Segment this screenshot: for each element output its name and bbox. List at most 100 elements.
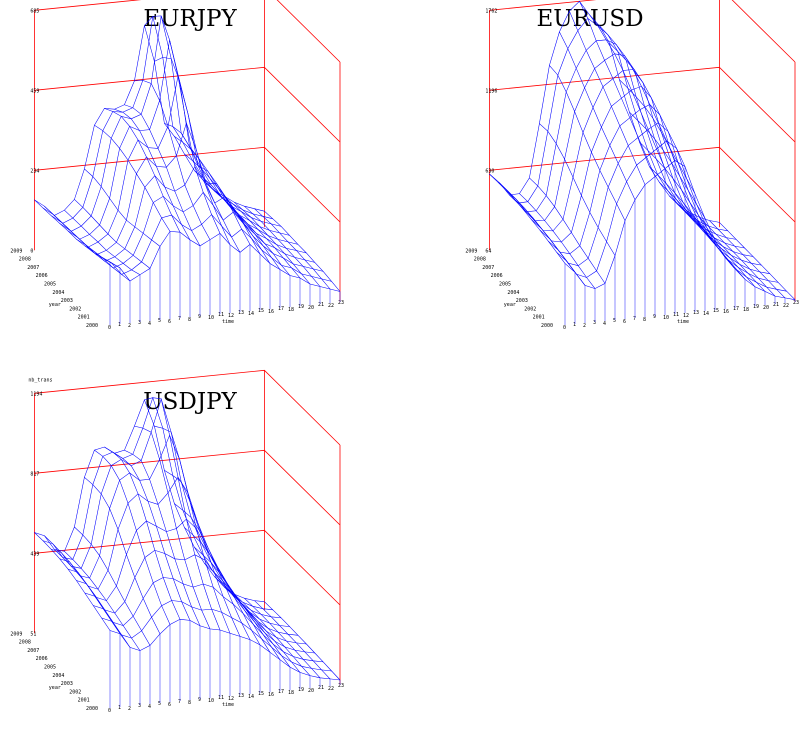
y-tick-label: 2006 xyxy=(36,656,48,662)
x-tick-label: 15 xyxy=(258,691,264,697)
surface-plot: 514398171194nb_trans20002001200220032004… xyxy=(0,383,380,733)
x-tick-label: 14 xyxy=(248,694,254,700)
surface-column xyxy=(669,196,745,279)
z-tick-label: 685 xyxy=(30,8,39,14)
y-tick-label: 2002 xyxy=(69,689,81,695)
x-tick-label: 21 xyxy=(773,302,779,308)
surface-column xyxy=(264,602,340,680)
x-tick-label: 10 xyxy=(208,315,214,321)
y-tick-label: 2002 xyxy=(524,306,536,312)
x-tick-label: 2 xyxy=(128,706,131,712)
x-tick-label: 11 xyxy=(673,312,679,318)
x-tick-label: 10 xyxy=(663,315,669,321)
grid-line xyxy=(34,370,340,445)
surface-column xyxy=(44,206,120,268)
x-tick-label: 13 xyxy=(693,310,699,316)
surface-column xyxy=(94,450,170,624)
x-tick-label: 23 xyxy=(338,300,344,306)
y-tick-label: 2007 xyxy=(27,265,39,271)
y-tick-label: 2001 xyxy=(78,698,90,704)
y-tick-label: 2006 xyxy=(491,273,503,279)
x-tick-label: 15 xyxy=(713,308,719,314)
y-tick-label: 2001 xyxy=(533,315,545,321)
surface-column xyxy=(84,477,160,634)
surface-column xyxy=(174,504,250,640)
x-tick-label: 21 xyxy=(318,685,324,691)
y-tick-label: 2004 xyxy=(52,290,64,296)
z-tick-label: 0 xyxy=(30,248,33,254)
surface-column xyxy=(639,142,715,240)
y-tick-label: 2007 xyxy=(27,648,39,654)
surface-column xyxy=(64,551,140,650)
x-tick-label: 2 xyxy=(583,323,586,329)
z-tick-label: 817 xyxy=(30,471,39,477)
surface-plot: 6463011961762nb_trans2000200120022003200… xyxy=(455,0,808,350)
x-tick-label: 5 xyxy=(158,701,161,707)
x-axis-label: time xyxy=(222,702,234,708)
y-tick-label: 2005 xyxy=(44,282,56,288)
x-tick-label: 7 xyxy=(178,699,181,705)
x-tick-label: 7 xyxy=(633,316,636,322)
grid-line xyxy=(489,67,795,142)
y-tick-label: 2000 xyxy=(86,706,98,712)
z-tick-label: 234 xyxy=(30,168,39,174)
surface-plot: 0234459685nb_trans2000200120022003200420… xyxy=(0,0,380,350)
x-tick-label: 15 xyxy=(258,308,264,314)
x-tick-label: 16 xyxy=(723,309,729,315)
x-tick-label: 18 xyxy=(288,690,294,696)
x-tick-label: 19 xyxy=(753,304,759,310)
surface-row xyxy=(102,215,332,282)
x-tick-label: 11 xyxy=(218,695,224,701)
x-tick-label: 17 xyxy=(278,306,284,312)
y-tick-label: 2003 xyxy=(516,298,528,304)
z-tick-label: 1762 xyxy=(485,8,497,14)
surface-column xyxy=(114,109,190,240)
x-tick-label: 20 xyxy=(308,688,314,694)
z-tick-label: 1194 xyxy=(30,391,42,397)
y-axis-label: year xyxy=(49,685,61,691)
surface-row xyxy=(506,40,736,240)
z-tick-label: 51 xyxy=(30,631,36,637)
x-tick-label: 13 xyxy=(238,310,244,316)
x-tick-label: 5 xyxy=(158,318,161,324)
x-tick-label: 4 xyxy=(603,321,606,327)
y-tick-label: 2000 xyxy=(86,323,98,329)
y-tick-label: 2006 xyxy=(36,273,48,279)
x-tick-label: 22 xyxy=(328,303,334,309)
x-tick-label: 4 xyxy=(148,704,151,710)
surface-column xyxy=(104,108,180,232)
grid-line xyxy=(34,0,340,62)
x-tick-label: 8 xyxy=(188,317,191,323)
x-tick-label: 8 xyxy=(643,317,646,323)
surface-column xyxy=(629,112,705,218)
surface-row xyxy=(43,16,273,223)
surface-row xyxy=(93,578,323,662)
surface-column xyxy=(94,125,170,231)
y-tick-label: 2003 xyxy=(61,681,73,687)
x-tick-label: 8 xyxy=(188,700,191,706)
x-tick-label: 18 xyxy=(288,307,294,313)
z-axis-label: nb_trans xyxy=(28,377,52,383)
x-axis-label: time xyxy=(677,319,689,325)
x-tick-label: 11 xyxy=(218,312,224,318)
y-axis-label: year xyxy=(49,302,61,308)
surface-column xyxy=(689,212,765,291)
x-tick-label: 9 xyxy=(198,697,201,703)
y-tick-label: 2003 xyxy=(61,298,73,304)
x-tick-label: 0 xyxy=(108,325,111,331)
y-tick-label: 2001 xyxy=(78,315,90,321)
y-tick-label: 2008 xyxy=(474,257,486,263)
y-tick-label: 2009 xyxy=(465,248,477,254)
x-tick-label: 3 xyxy=(138,703,141,709)
y-tick-label: 2007 xyxy=(482,265,494,271)
surface-column xyxy=(549,65,625,220)
x-tick-label: 6 xyxy=(168,702,171,708)
y-tick-label: 2004 xyxy=(52,673,64,679)
x-tick-label: 19 xyxy=(298,304,304,310)
x-tick-label: 20 xyxy=(308,305,314,311)
x-tick-label: 7 xyxy=(178,316,181,322)
x-tick-label: 16 xyxy=(268,692,274,698)
surface-column xyxy=(64,210,140,275)
surface-column xyxy=(234,202,310,284)
